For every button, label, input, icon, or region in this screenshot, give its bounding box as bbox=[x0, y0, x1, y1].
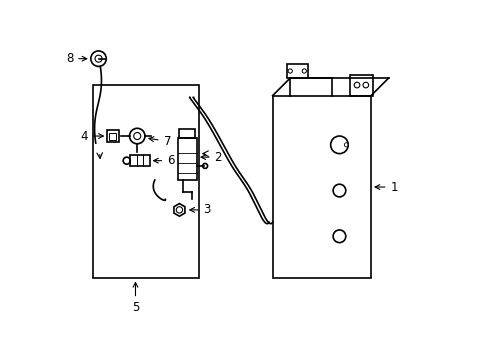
Text: 3: 3 bbox=[189, 203, 210, 216]
Text: 4: 4 bbox=[81, 130, 103, 143]
Bar bbox=[107, 130, 119, 142]
Bar bbox=[179, 129, 195, 138]
Text: 8: 8 bbox=[66, 52, 87, 65]
Bar bbox=[349, 75, 372, 96]
Text: 6: 6 bbox=[153, 154, 174, 167]
Text: 7: 7 bbox=[149, 135, 171, 148]
Bar bbox=[109, 132, 116, 140]
Bar bbox=[286, 64, 307, 78]
Bar bbox=[130, 156, 149, 166]
Text: 5: 5 bbox=[132, 283, 139, 314]
Text: 1: 1 bbox=[374, 180, 397, 194]
Bar bbox=[177, 138, 197, 180]
Text: 2: 2 bbox=[201, 150, 222, 164]
